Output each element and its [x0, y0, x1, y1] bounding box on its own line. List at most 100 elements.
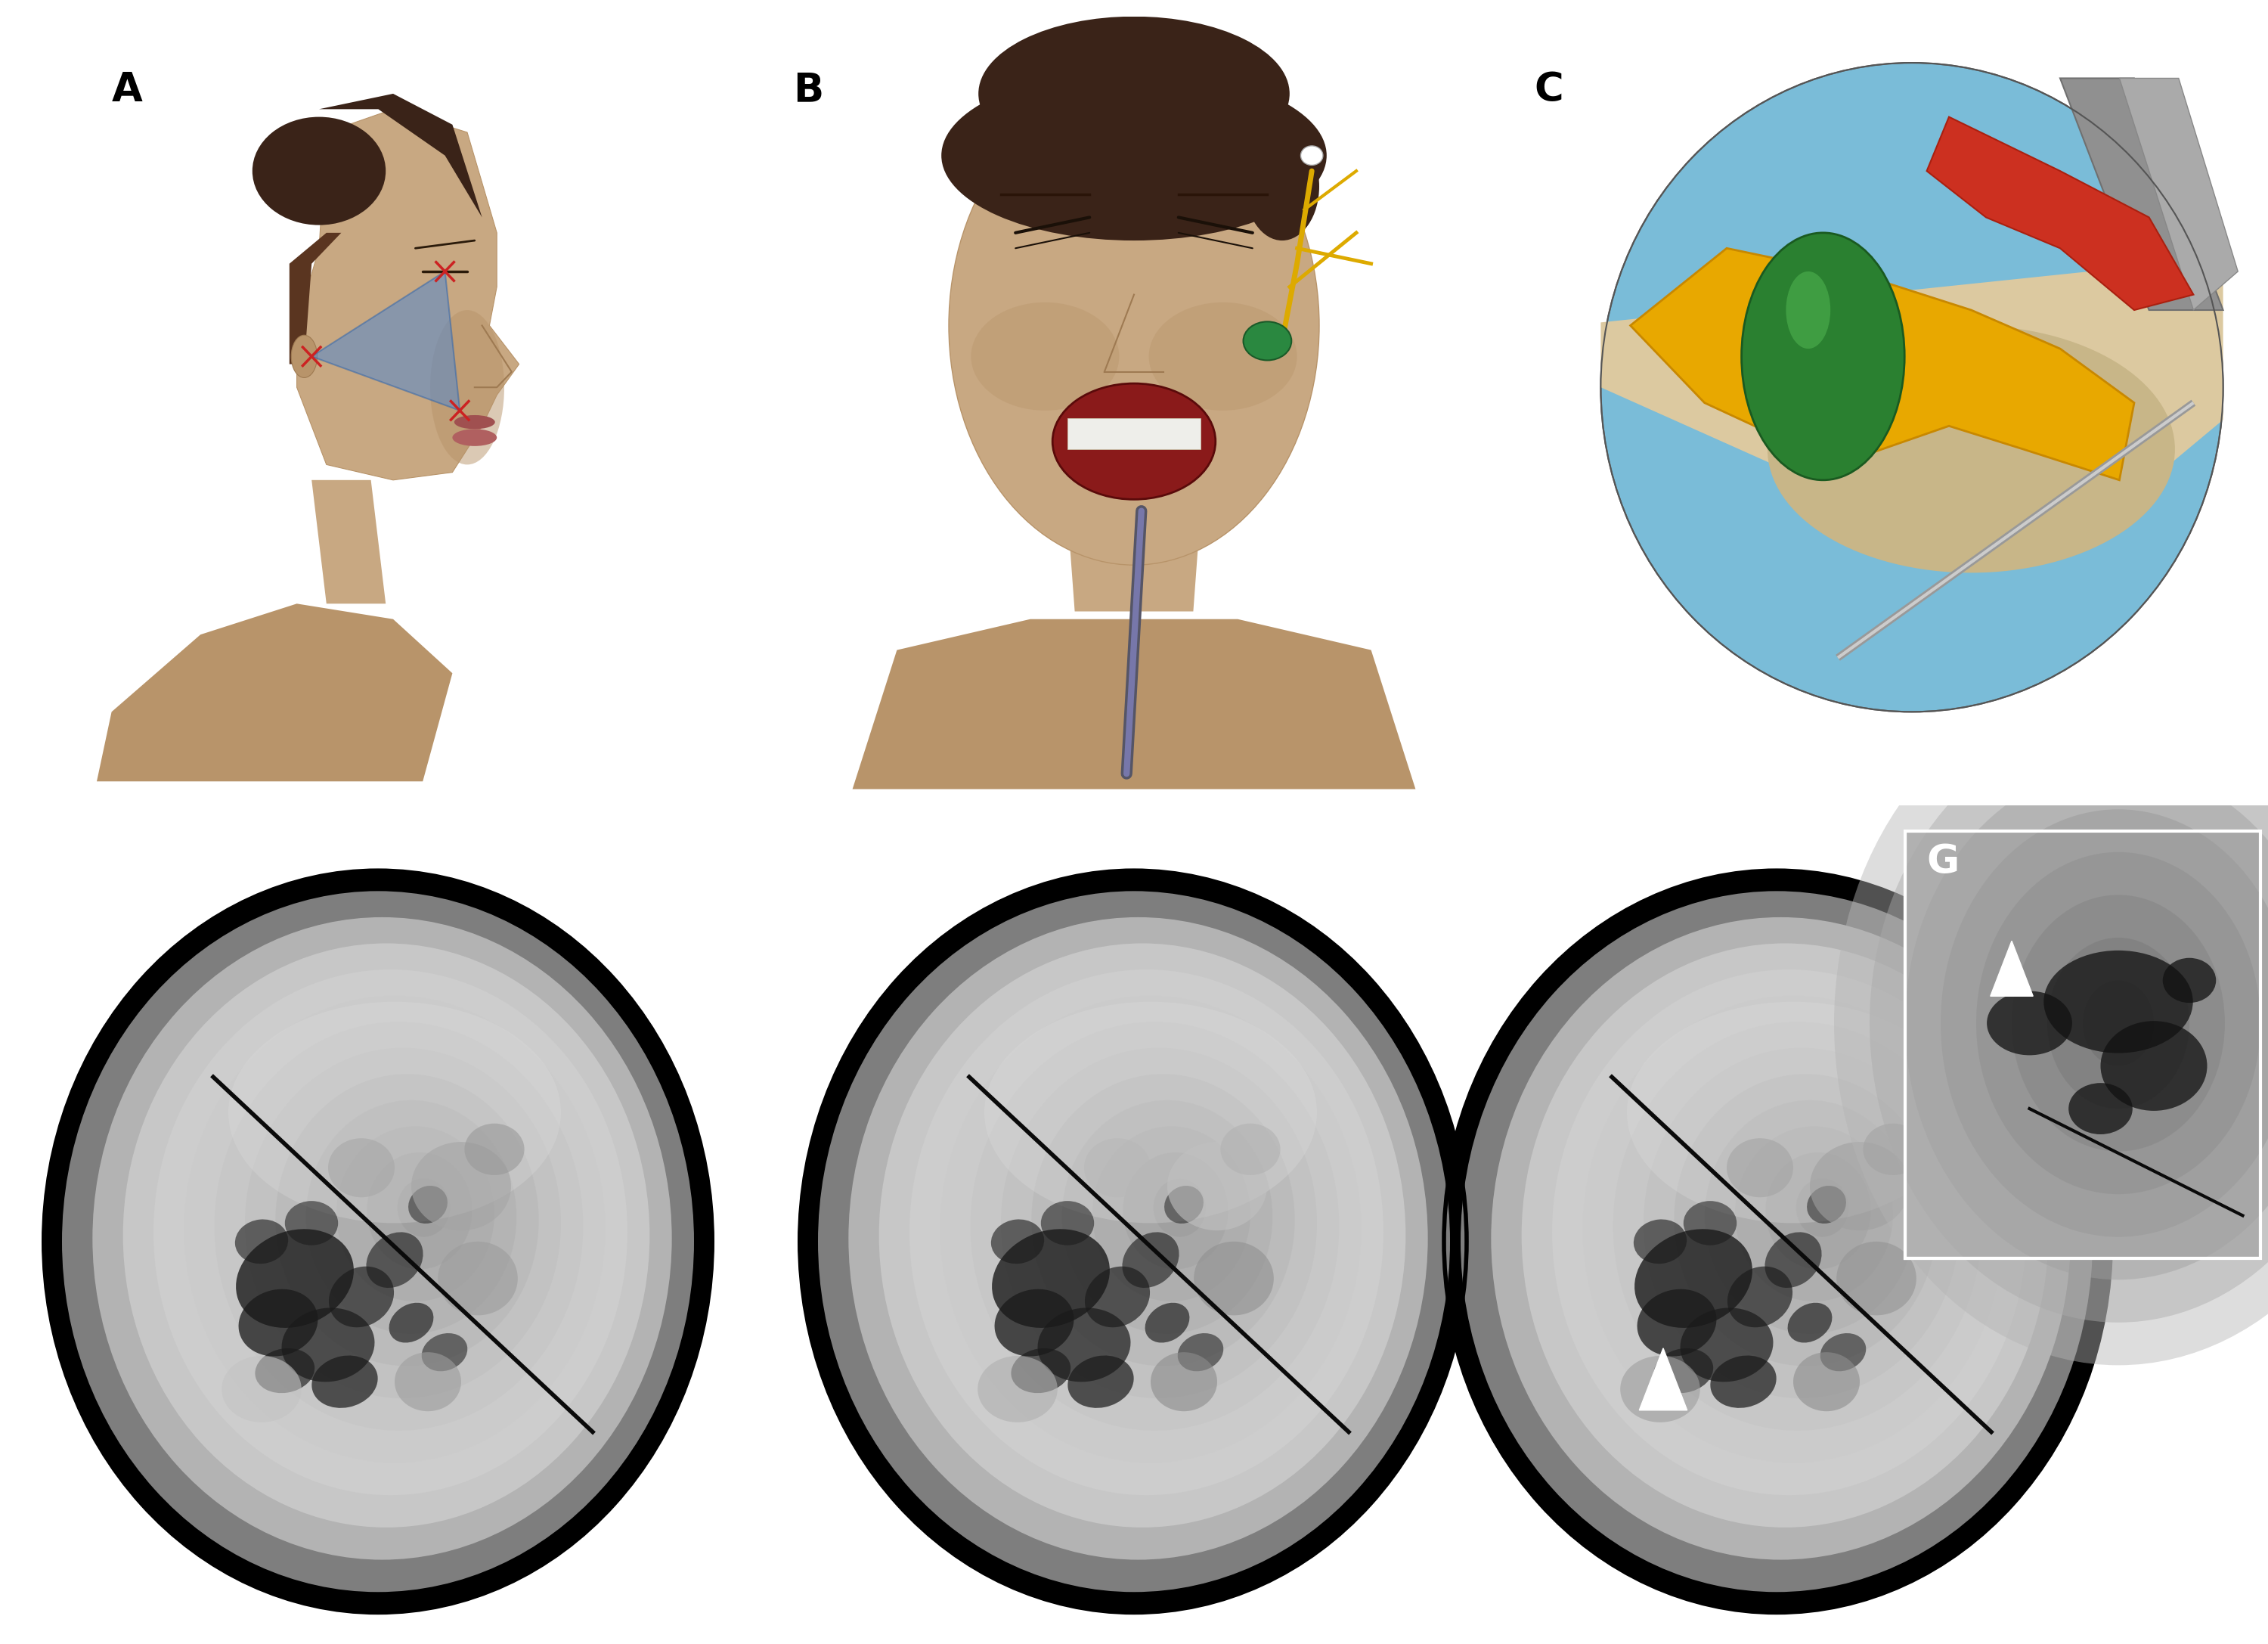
Ellipse shape [1093, 1126, 1250, 1302]
Ellipse shape [1787, 1302, 1833, 1343]
Circle shape [41, 868, 714, 1614]
Ellipse shape [1177, 1333, 1222, 1371]
Ellipse shape [311, 1356, 379, 1407]
Polygon shape [1068, 418, 1200, 449]
Text: D: D [86, 907, 118, 947]
Ellipse shape [438, 1241, 517, 1315]
Polygon shape [1640, 1348, 1687, 1411]
Ellipse shape [1123, 1152, 1229, 1269]
Polygon shape [297, 109, 519, 480]
Ellipse shape [154, 970, 628, 1494]
Ellipse shape [465, 1123, 524, 1175]
Ellipse shape [229, 1001, 560, 1223]
Ellipse shape [848, 917, 1429, 1560]
Ellipse shape [1975, 852, 2261, 1194]
Ellipse shape [254, 1348, 315, 1392]
Ellipse shape [1637, 1289, 1717, 1356]
Polygon shape [853, 620, 1415, 789]
Ellipse shape [365, 1231, 424, 1287]
Ellipse shape [1619, 1356, 1701, 1422]
Ellipse shape [1012, 1348, 1070, 1392]
Text: A: A [111, 71, 143, 110]
Ellipse shape [397, 1179, 449, 1236]
Bar [1905, 830, 2261, 1258]
Ellipse shape [2100, 1021, 2207, 1111]
Ellipse shape [454, 416, 494, 429]
Ellipse shape [1905, 766, 2268, 1279]
Polygon shape [290, 233, 340, 365]
Ellipse shape [1735, 1126, 1894, 1302]
Ellipse shape [1941, 809, 2268, 1236]
Text: E: E [841, 907, 869, 947]
Ellipse shape [236, 1230, 354, 1328]
Ellipse shape [329, 1138, 395, 1197]
Ellipse shape [1032, 1074, 1295, 1366]
Ellipse shape [431, 311, 503, 465]
Ellipse shape [1490, 917, 2071, 1560]
Ellipse shape [1168, 1143, 1268, 1230]
Ellipse shape [1084, 1138, 1150, 1197]
Bar [1905, 830, 2261, 1258]
Text: C: C [1533, 71, 1563, 110]
Polygon shape [311, 271, 460, 411]
Ellipse shape [1653, 1348, 1712, 1392]
Ellipse shape [819, 891, 1449, 1591]
Polygon shape [1991, 940, 2032, 996]
Ellipse shape [222, 1356, 302, 1422]
Ellipse shape [1302, 146, 1322, 164]
Ellipse shape [1583, 996, 2005, 1463]
Ellipse shape [411, 1143, 510, 1230]
Ellipse shape [1765, 1231, 1821, 1287]
Polygon shape [2118, 79, 2239, 311]
Ellipse shape [329, 1266, 395, 1327]
Ellipse shape [1461, 891, 2093, 1591]
Ellipse shape [245, 1047, 560, 1399]
Ellipse shape [252, 117, 386, 225]
Ellipse shape [971, 1021, 1338, 1430]
Ellipse shape [2082, 980, 2155, 1065]
Ellipse shape [1163, 1185, 1204, 1223]
Ellipse shape [395, 1353, 460, 1411]
Ellipse shape [1837, 1241, 1916, 1315]
Ellipse shape [451, 429, 497, 446]
Polygon shape [1631, 248, 2134, 480]
Text: B: B [794, 71, 823, 110]
Ellipse shape [1785, 271, 1830, 349]
Ellipse shape [1039, 1309, 1129, 1383]
Ellipse shape [236, 1220, 288, 1264]
Ellipse shape [306, 1100, 517, 1333]
Ellipse shape [1633, 1220, 1687, 1264]
Ellipse shape [984, 1001, 1318, 1223]
Ellipse shape [122, 944, 649, 1527]
Ellipse shape [1061, 1100, 1272, 1333]
Ellipse shape [215, 1021, 583, 1430]
Ellipse shape [1821, 1333, 1867, 1371]
Text: G: G [1926, 842, 1960, 881]
Ellipse shape [1835, 681, 2268, 1365]
Ellipse shape [1742, 233, 1905, 480]
Ellipse shape [2012, 894, 2225, 1151]
Ellipse shape [1068, 1356, 1134, 1407]
Ellipse shape [1635, 1230, 1753, 1328]
Ellipse shape [1220, 1123, 1281, 1175]
Ellipse shape [1808, 1185, 1846, 1223]
Ellipse shape [1794, 1353, 1860, 1411]
Ellipse shape [2068, 1083, 2132, 1134]
Polygon shape [311, 480, 386, 603]
Ellipse shape [880, 944, 1406, 1527]
Ellipse shape [290, 335, 318, 378]
Ellipse shape [286, 1202, 338, 1245]
Ellipse shape [978, 1356, 1057, 1422]
Ellipse shape [1765, 1152, 1871, 1269]
Ellipse shape [1710, 1356, 1776, 1407]
Polygon shape [98, 603, 451, 781]
Ellipse shape [1706, 1100, 1914, 1333]
Ellipse shape [1150, 1353, 1218, 1411]
Ellipse shape [1674, 1074, 1937, 1366]
Ellipse shape [1626, 1001, 1960, 1223]
Circle shape [798, 868, 1470, 1614]
Ellipse shape [978, 16, 1290, 171]
Ellipse shape [1522, 944, 2048, 1527]
Ellipse shape [1052, 383, 1216, 500]
Ellipse shape [1862, 1123, 1923, 1175]
